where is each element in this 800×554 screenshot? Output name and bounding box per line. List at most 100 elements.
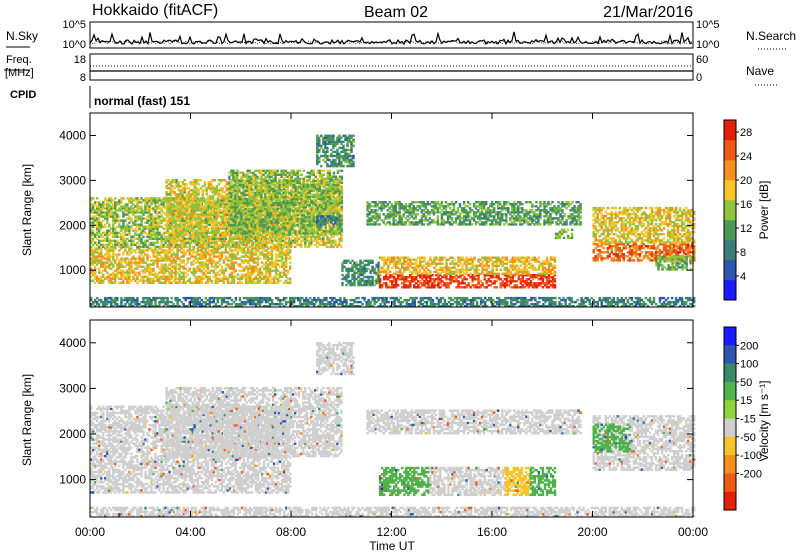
heatmap-cell — [204, 261, 207, 264]
heatmap-cell — [178, 279, 181, 282]
heatmap-cell — [214, 277, 217, 280]
heatmap-cell — [186, 273, 189, 276]
heatmap-cell — [219, 243, 222, 247]
heatmap-cell — [166, 249, 169, 252]
heatmap-cell — [190, 281, 193, 284]
heatmap-cell — [188, 257, 191, 260]
heatmap-cell — [194, 269, 197, 272]
heatmap-cell — [132, 269, 135, 272]
heatmap-cell — [128, 267, 131, 270]
freq-tick-top: 18 — [74, 54, 86, 66]
heatmap-cell — [154, 251, 157, 254]
heatmap-cell — [168, 271, 171, 274]
heatmap-cell — [114, 281, 117, 284]
heatmap-cell — [92, 253, 95, 256]
heatmap-cell — [182, 273, 185, 276]
heatmap-cell — [220, 271, 224, 274]
heatmap-cell — [188, 277, 191, 280]
heatmap-cell — [114, 269, 117, 272]
nsky-tick-top: 10^5 — [62, 19, 86, 31]
heatmap-cell — [173, 221, 176, 224]
heatmap-cell — [108, 247, 111, 250]
heatmap-cell — [219, 221, 222, 224]
heatmap-cell — [146, 265, 149, 268]
heatmap-cell — [198, 277, 201, 280]
heatmap-cell — [118, 215, 121, 218]
heatmap-cell — [198, 267, 201, 270]
heatmap-cell — [236, 273, 240, 276]
heatmap-cell — [265, 245, 269, 249]
heatmap-cell — [116, 255, 119, 258]
heatmap-cell — [212, 253, 215, 256]
heatmap-cell — [152, 279, 155, 282]
heatmap-cell — [160, 259, 163, 262]
heatmap-cell — [199, 187, 202, 190]
heatmap-cell — [190, 263, 193, 266]
heatmap-cell — [164, 275, 167, 278]
heatmap-cell — [116, 263, 119, 266]
heatmap-cell — [108, 259, 111, 262]
heatmap-cell — [164, 263, 167, 266]
heatmap-cell — [180, 271, 183, 274]
heatmap-cell — [124, 275, 127, 278]
heatmap-cell — [144, 267, 147, 270]
heatmap-cell — [224, 251, 228, 254]
heatmap-cell — [174, 277, 177, 280]
heatmap-cell — [152, 267, 155, 270]
heatmap-cell — [94, 277, 97, 280]
heatmap-cell — [142, 255, 145, 258]
heatmap-cell — [164, 251, 167, 254]
heatmap-cell — [174, 263, 177, 266]
heatmap-cell — [130, 265, 133, 268]
heatmap-cell — [154, 273, 157, 276]
heatmap-cell — [188, 269, 191, 272]
heatmap-cell — [140, 221, 143, 224]
heatmap-cell — [200, 251, 203, 254]
heatmap-cell — [195, 203, 198, 206]
heatmap-cell — [160, 275, 163, 278]
heatmap-cell — [114, 253, 117, 256]
heatmap-cell — [208, 269, 211, 272]
heatmap-cell — [154, 271, 157, 274]
heatmap-cell — [156, 257, 159, 260]
heatmap-cell — [184, 271, 187, 274]
heatmap-cell — [199, 197, 202, 200]
heatmap-cell — [212, 249, 215, 252]
heatmap-cell — [208, 261, 211, 264]
heatmap-cell — [126, 241, 129, 245]
heatmap-cell — [114, 275, 117, 278]
heatmap-cell — [92, 279, 95, 282]
heatmap-cell — [278, 279, 282, 282]
heatmap-cell — [146, 257, 149, 260]
heatmap-cell — [100, 255, 103, 258]
heatmap-cell — [128, 263, 131, 266]
nsky-series — [89, 31, 693, 46]
heatmap-cell — [106, 251, 109, 254]
heatmap-cell — [222, 281, 226, 284]
beam-label: Beam 02 — [364, 4, 428, 21]
heatmap-cell — [94, 275, 97, 278]
heatmap-cell — [300, 239, 303, 242]
heatmap-cell — [214, 275, 217, 278]
heatmap-cell — [190, 253, 193, 256]
heatmap-cell — [201, 219, 204, 222]
heatmap-cell — [276, 263, 280, 266]
heatmap-cell — [166, 279, 169, 282]
heatmap-cell — [168, 247, 171, 250]
heatmap-cell — [279, 241, 283, 245]
heatmap-cell — [194, 255, 197, 258]
heatmap-cell — [108, 257, 111, 260]
heatmap-cell — [204, 275, 207, 278]
heatmap-cell — [192, 267, 195, 270]
heatmap-cell — [170, 275, 173, 278]
heatmap-cell — [168, 275, 171, 278]
heatmap-cell — [132, 255, 135, 258]
heatmap-cell — [144, 253, 147, 256]
heatmap-cell — [132, 261, 135, 264]
heatmap-cell — [120, 261, 123, 264]
heatmap-cell — [180, 277, 183, 280]
heatmap-cell — [150, 271, 153, 274]
heatmap-cell — [164, 259, 167, 262]
heatmap-cell — [228, 275, 232, 278]
heatmap-cell — [176, 281, 179, 284]
